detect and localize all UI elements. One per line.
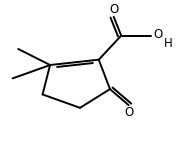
Text: O: O xyxy=(109,3,118,16)
Text: H: H xyxy=(164,37,173,50)
Text: O: O xyxy=(153,28,162,41)
Text: O: O xyxy=(124,107,133,120)
